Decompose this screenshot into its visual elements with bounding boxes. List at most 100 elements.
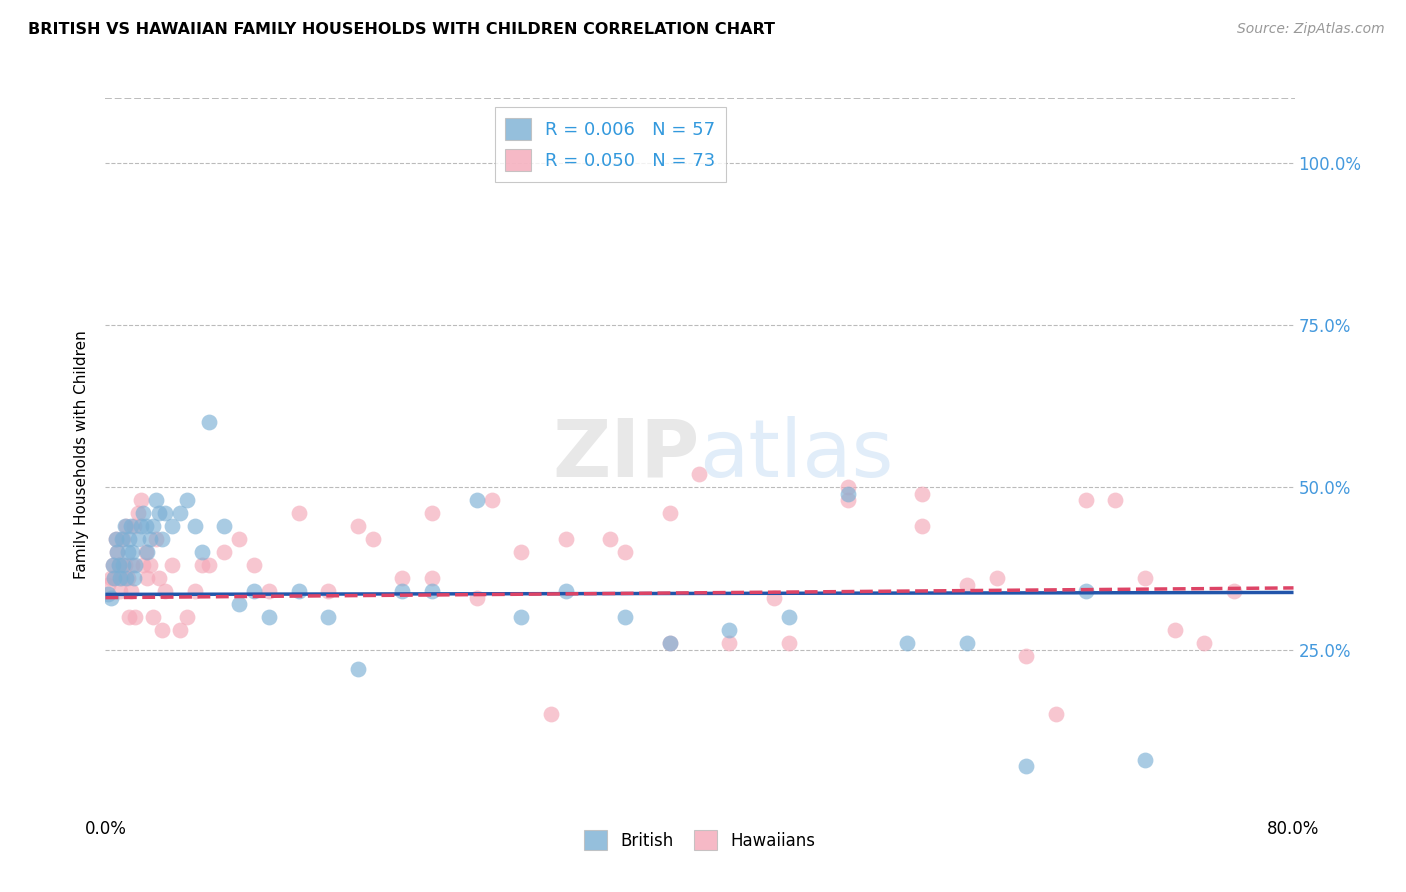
Point: [135, 545, 157, 559]
Point: [911, 487, 934, 501]
Point: [118, 610, 141, 624]
Point: [1015, 648, 1038, 663]
Point: [1133, 571, 1156, 585]
Point: [145, 493, 167, 508]
Point: [150, 623, 173, 637]
Point: [131, 506, 153, 520]
Point: [956, 577, 979, 591]
Point: [183, 519, 205, 533]
Point: [120, 584, 142, 599]
Point: [162, 558, 184, 573]
Point: [124, 558, 146, 573]
Point: [148, 571, 170, 585]
Point: [129, 519, 152, 533]
Point: [243, 558, 266, 573]
Point: [150, 533, 173, 547]
Point: [105, 545, 128, 559]
Point: [228, 597, 250, 611]
Point: [465, 493, 488, 508]
Point: [510, 545, 533, 559]
Point: [101, 558, 124, 573]
Point: [391, 584, 413, 599]
Point: [153, 506, 176, 520]
Point: [911, 519, 934, 533]
Point: [347, 519, 370, 533]
Point: [127, 533, 149, 547]
Point: [214, 545, 236, 559]
Point: [124, 610, 146, 624]
Text: ZIP: ZIP: [553, 416, 700, 494]
Point: [176, 493, 198, 508]
Text: Source: ZipAtlas.com: Source: ZipAtlas.com: [1237, 22, 1385, 37]
Point: [122, 571, 145, 585]
Point: [1045, 707, 1067, 722]
Point: [115, 519, 138, 533]
Point: [129, 493, 152, 508]
Point: [169, 506, 191, 520]
Point: [257, 610, 280, 624]
Point: [1194, 636, 1216, 650]
Point: [111, 571, 134, 585]
Point: [104, 533, 127, 547]
Point: [316, 610, 339, 624]
Legend: British, Hawaiians: British, Hawaiians: [576, 823, 823, 857]
Point: [214, 519, 236, 533]
Point: [115, 571, 138, 585]
Point: [718, 623, 741, 637]
Point: [104, 533, 127, 547]
Point: [136, 571, 159, 585]
Point: [191, 558, 214, 573]
Point: [287, 506, 309, 520]
Point: [837, 493, 859, 508]
Point: [191, 545, 214, 559]
Point: [658, 506, 681, 520]
Point: [103, 571, 125, 585]
Point: [131, 558, 153, 573]
Point: [481, 493, 503, 508]
Point: [110, 584, 132, 599]
Point: [689, 467, 711, 482]
Point: [658, 636, 681, 650]
Point: [540, 707, 562, 722]
Point: [148, 506, 170, 520]
Point: [100, 591, 122, 605]
Point: [1074, 584, 1097, 599]
Point: [112, 533, 135, 547]
Point: [257, 584, 280, 599]
Point: [111, 533, 134, 547]
Point: [510, 610, 533, 624]
Text: atlas: atlas: [700, 416, 894, 494]
Point: [778, 610, 800, 624]
Point: [614, 545, 637, 559]
Point: [121, 545, 143, 559]
Point: [420, 584, 443, 599]
Point: [112, 558, 135, 573]
Point: [718, 636, 741, 650]
Point: [287, 584, 309, 599]
Point: [896, 636, 918, 650]
Point: [108, 558, 131, 573]
Point: [139, 533, 162, 547]
Point: [120, 519, 142, 533]
Point: [117, 571, 139, 585]
Point: [1104, 493, 1126, 508]
Point: [103, 571, 125, 585]
Point: [986, 571, 1008, 585]
Point: [117, 545, 139, 559]
Point: [316, 584, 339, 599]
Point: [121, 558, 143, 573]
Point: [1164, 623, 1187, 637]
Point: [100, 571, 122, 585]
Point: [778, 636, 800, 650]
Point: [554, 584, 576, 599]
Point: [136, 545, 159, 559]
Point: [108, 558, 131, 573]
Point: [135, 519, 157, 533]
Point: [762, 591, 785, 605]
Point: [1133, 753, 1156, 767]
Point: [122, 519, 145, 533]
Point: [1074, 493, 1097, 508]
Point: [114, 519, 136, 533]
Point: [162, 519, 184, 533]
Point: [243, 584, 266, 599]
